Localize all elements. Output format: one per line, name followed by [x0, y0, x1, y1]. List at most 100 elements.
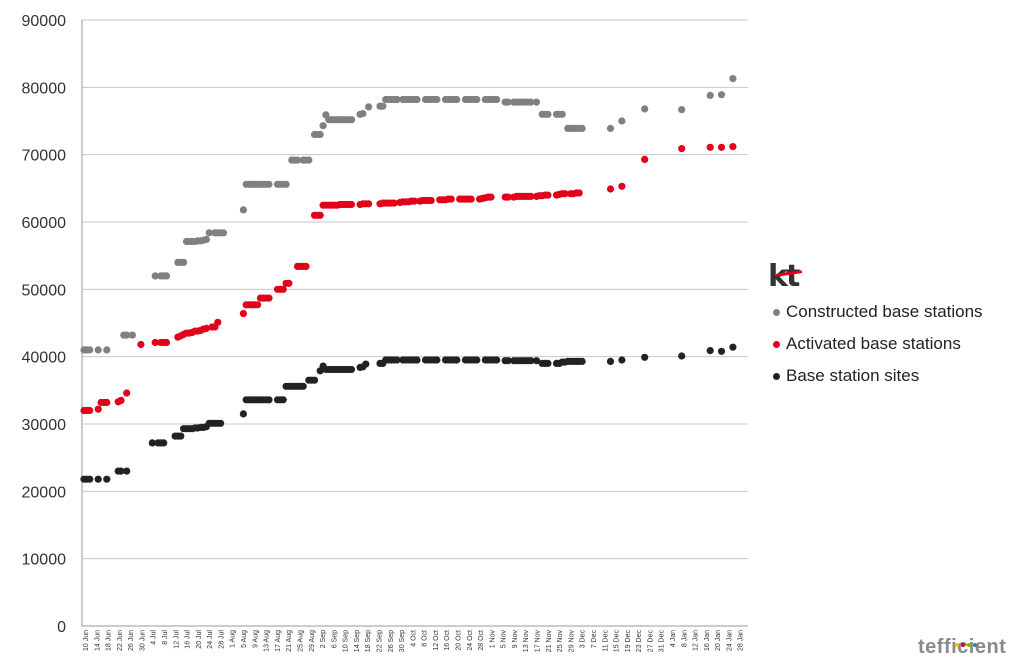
x-tick-label: 28 Jul: [219, 630, 226, 649]
legend: kt Constructed base stations Activated b…: [768, 262, 983, 392]
x-tick-label: 28 Jan: [738, 630, 745, 651]
x-tick-label: 16 Jan: [704, 630, 711, 651]
data-point: [177, 432, 185, 440]
x-tick-label: 9 Aug: [252, 630, 259, 648]
data-point: [239, 410, 247, 418]
data-point: [293, 156, 302, 164]
x-tick-label: 10 Sep: [343, 630, 350, 652]
data-point: [319, 122, 327, 130]
data-point: [254, 301, 262, 309]
legend-item-constructed: Constructed base stations: [768, 296, 983, 328]
data-point: [103, 398, 111, 407]
data-point: [239, 206, 247, 214]
x-tick-label: 27 Dec: [647, 630, 654, 653]
tefficient-logo: tefficient: [918, 636, 1007, 658]
data-point: [117, 396, 125, 404]
x-tick-label: 4 Jan: [670, 630, 677, 647]
gridlines: [81, 19, 748, 627]
x-tick-label: 13 Nov: [523, 630, 530, 653]
legend-label-constructed: Constructed base stations: [786, 302, 983, 321]
logo-dot: [967, 643, 971, 647]
data-point: [575, 189, 583, 197]
y-tick-label: 50000: [22, 282, 67, 299]
data-point: [379, 102, 387, 110]
y-tick-label: 0: [57, 619, 66, 636]
kt-logo: kt: [768, 262, 983, 296]
y-tick-label: 20000: [22, 484, 67, 501]
data-point: [453, 95, 461, 104]
data-point: [427, 196, 435, 205]
data-point: [160, 439, 168, 447]
x-tick-label: 13 Aug: [264, 630, 271, 652]
data-point: [729, 143, 737, 151]
data-point: [103, 346, 111, 354]
x-tick-label: 14 Sep: [354, 630, 361, 652]
y-tick-label: 80000: [22, 80, 67, 97]
x-tick-label: 26 Sep: [388, 630, 395, 652]
x-tick-label: 1 Aug: [230, 630, 237, 648]
x-tick-label: 25 Nov: [557, 630, 564, 653]
data-point: [117, 467, 125, 475]
data-point: [706, 143, 714, 151]
data-point: [265, 396, 273, 404]
logo-dot: [955, 643, 959, 647]
x-tick-label: 30 Jun: [139, 630, 146, 651]
data-point: [86, 406, 94, 415]
series-1: [80, 143, 737, 415]
data-point: [532, 98, 541, 106]
data-point: [316, 211, 324, 219]
legend-label-sites: Base station sites: [786, 366, 920, 385]
data-point: [302, 262, 310, 270]
data-point: [202, 235, 210, 244]
legend-marker-constructed: [773, 308, 780, 316]
x-tick-label: 9 Nov: [512, 630, 519, 649]
data-point: [717, 91, 726, 99]
data-point: [202, 324, 210, 332]
data-point: [86, 346, 94, 354]
x-tick-label: 31 Dec: [659, 630, 666, 653]
data-point: [641, 155, 649, 163]
data-point: [162, 338, 171, 347]
x-tick-label: 12 Oct: [433, 630, 440, 651]
legend-label-activated: Activated base stations: [786, 334, 961, 353]
data-point: [305, 156, 313, 164]
x-tick-label: 17 Aug: [275, 630, 282, 652]
data-point: [413, 95, 421, 104]
legend-item-activated: Activated base stations: [768, 328, 983, 360]
x-tick-label: 16 Jul: [185, 630, 192, 649]
data-point: [285, 279, 293, 287]
data-point: [362, 360, 370, 368]
data-point: [393, 356, 401, 364]
x-tick-label: 20 Jan: [715, 630, 722, 651]
y-axis: 0 10000 20000 30000 40000 50000 60000 70000 8000…: [22, 13, 67, 636]
data-point: [578, 357, 586, 365]
legend-marker-activated: [773, 340, 780, 348]
data-point: [473, 95, 481, 104]
data-point: [265, 294, 273, 302]
data-point: [365, 200, 373, 208]
data-point: [239, 310, 247, 318]
y-tick-label: 60000: [22, 215, 67, 232]
x-tick-label: 7 Dec: [591, 630, 598, 649]
data-point: [473, 356, 481, 364]
x-tick-label: 17 Nov: [535, 630, 542, 653]
data-point: [148, 439, 156, 447]
data-point: [606, 357, 615, 365]
data-point: [279, 285, 287, 293]
y-tick-label: 90000: [22, 13, 67, 30]
series-0: [80, 75, 737, 354]
data-point: [433, 95, 441, 104]
x-tick-label: 18 Sep: [365, 630, 372, 652]
x-tick-label: 24 Jan: [726, 630, 733, 651]
data-point: [527, 192, 535, 200]
data-point: [123, 389, 131, 397]
data-point: [310, 376, 319, 384]
data-point: [618, 182, 626, 190]
data-point: [678, 106, 686, 114]
x-tick-label: 2 Sep: [320, 630, 327, 648]
data-point: [151, 338, 159, 347]
kt-logo-text: kt: [768, 259, 800, 294]
data-point: [86, 475, 94, 483]
data-point: [265, 180, 273, 188]
data-point: [504, 357, 512, 365]
